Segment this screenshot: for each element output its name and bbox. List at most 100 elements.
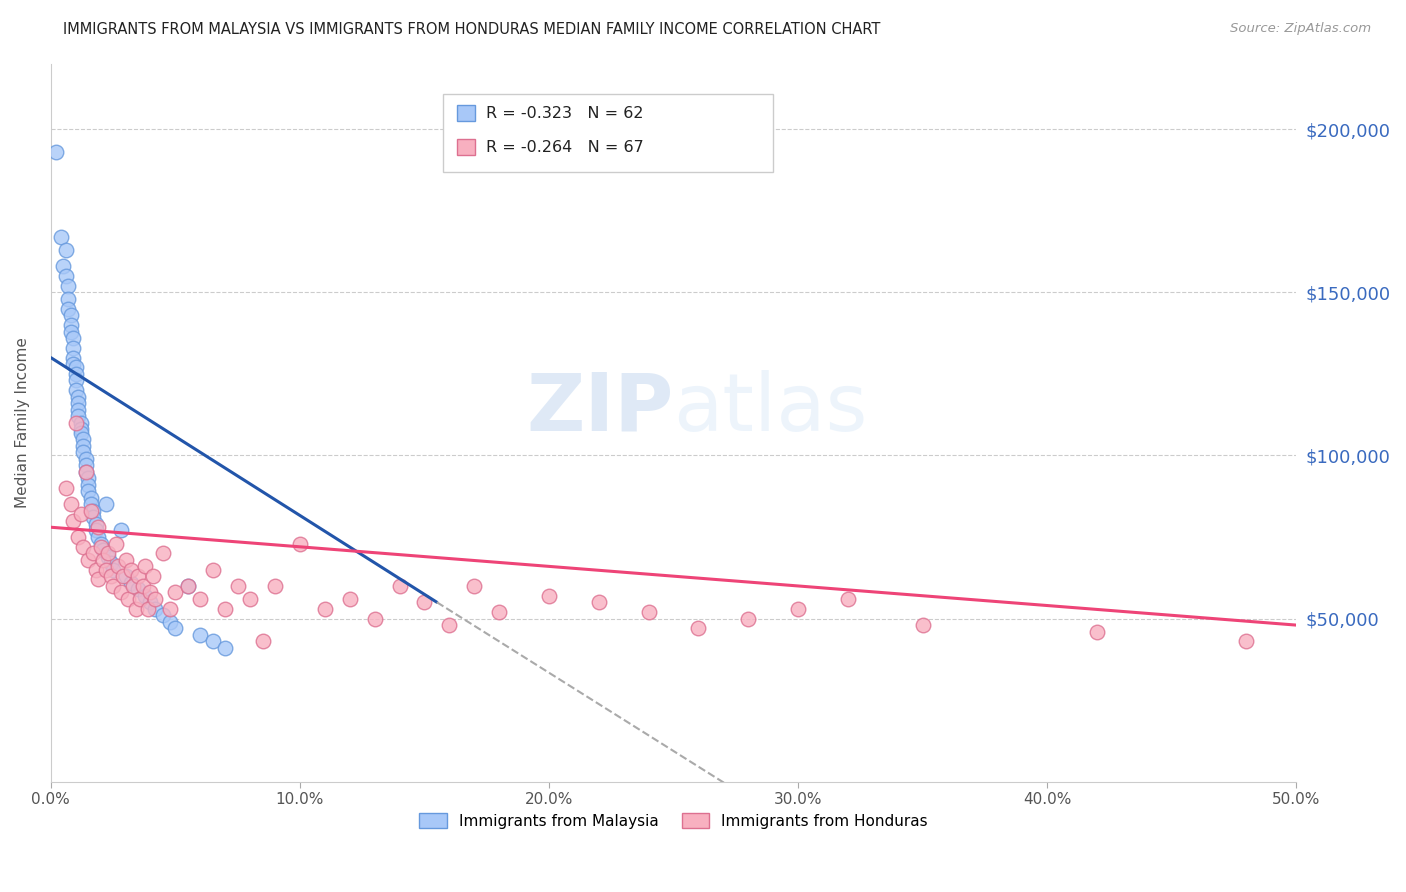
Point (104, 536, 127, 550)
Point (52, 260, 75, 274)
Point (388, 579, 411, 593)
Point (139, 595, 162, 609)
Point (252, 634, 274, 648)
Point (72, 432, 94, 446)
Point (58, 301, 80, 316)
Point (87, 573, 110, 587)
Point (72, 540, 94, 554)
Point (59, 325, 82, 339)
Point (837, 592, 859, 607)
Text: R = -0.264   N = 67: R = -0.264 N = 67 (486, 140, 644, 154)
Point (77, 478, 100, 492)
Point (79, 504, 101, 518)
Point (117, 592, 139, 607)
Point (142, 569, 165, 583)
Point (122, 579, 145, 593)
Point (62, 357, 84, 371)
Point (65, 416, 87, 430)
Point (226, 579, 249, 593)
Point (637, 605, 659, 619)
Point (188, 592, 211, 607)
Y-axis label: Median Family Income: Median Family Income (15, 337, 30, 508)
Point (55, 481, 77, 495)
Point (91, 553, 114, 567)
Point (97, 549, 120, 564)
Point (101, 563, 124, 577)
Point (65, 383, 87, 397)
Point (112, 569, 135, 583)
Point (214, 640, 236, 655)
Point (120, 563, 142, 577)
Point (94, 497, 117, 511)
Point (201, 563, 224, 577)
Point (67, 390, 90, 404)
Point (145, 592, 167, 607)
Point (152, 608, 174, 623)
Point (67, 396, 90, 410)
Point (152, 546, 174, 560)
Point (288, 536, 311, 550)
Point (114, 569, 136, 583)
Point (165, 621, 187, 635)
Point (84, 563, 107, 577)
Point (67, 402, 90, 417)
Point (58, 278, 80, 293)
Point (91, 543, 114, 558)
Point (134, 589, 156, 603)
Point (49, 230, 72, 244)
Point (69, 425, 91, 440)
Point (787, 601, 810, 615)
Point (62, 514, 84, 528)
Point (110, 524, 132, 538)
Point (737, 611, 759, 625)
Point (65, 367, 87, 381)
Point (75, 465, 97, 479)
Point (911, 618, 934, 632)
Point (114, 553, 136, 567)
Text: Source: ZipAtlas.com: Source: ZipAtlas.com (1230, 22, 1371, 36)
Point (87, 520, 110, 534)
Point (127, 569, 149, 583)
Point (110, 585, 132, 599)
Point (188, 628, 211, 642)
Point (62, 331, 84, 345)
Point (45, 145, 67, 160)
Point (55, 269, 77, 284)
Point (84, 524, 107, 538)
Point (79, 491, 101, 505)
Point (463, 579, 485, 593)
Point (69, 422, 91, 436)
Point (75, 465, 97, 479)
Point (75, 451, 97, 466)
Point (139, 585, 162, 599)
Point (120, 575, 142, 590)
Point (59, 318, 82, 332)
Point (65, 360, 87, 375)
Point (67, 530, 90, 544)
Point (363, 611, 385, 625)
Point (87, 530, 110, 544)
Point (55, 243, 77, 257)
Point (72, 445, 94, 459)
Point (67, 409, 90, 424)
Point (58, 292, 80, 306)
Point (165, 585, 187, 599)
Point (100, 569, 122, 583)
Point (177, 579, 200, 593)
Text: IMMIGRANTS FROM MALAYSIA VS IMMIGRANTS FROM HONDURAS MEDIAN FAMILY INCOME CORREL: IMMIGRANTS FROM MALAYSIA VS IMMIGRANTS F… (63, 22, 880, 37)
Point (69, 416, 91, 430)
Point (314, 601, 336, 615)
Point (90, 540, 112, 554)
Point (127, 582, 149, 597)
Point (69, 507, 91, 521)
Point (90, 536, 112, 550)
Point (537, 589, 560, 603)
Point (97, 546, 120, 560)
Point (177, 579, 200, 593)
Point (134, 559, 156, 574)
Point (65, 374, 87, 388)
Point (94, 563, 117, 577)
Point (75, 458, 97, 473)
Point (488, 605, 510, 619)
Point (59, 497, 82, 511)
